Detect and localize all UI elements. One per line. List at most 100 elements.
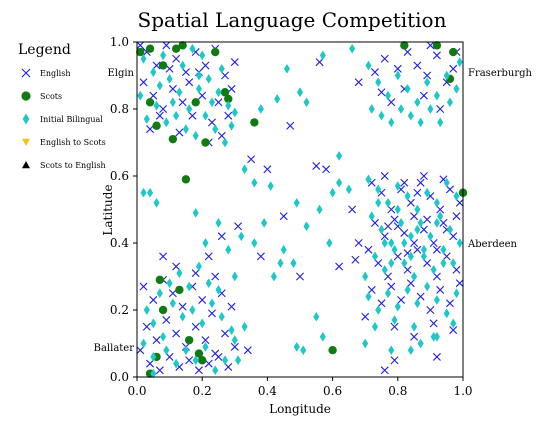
english-point — [400, 178, 409, 187]
english-point — [221, 71, 230, 80]
english-point — [387, 98, 396, 107]
legend-marker — [22, 113, 30, 125]
axis-ticks: 0.0 0.2 0.4 0.6 0.8 1.0 0.0 0.2 0.4 0.6 0.8 1.0 — [110, 35, 473, 398]
initial-bilingual-point — [215, 285, 222, 295]
initial-bilingual-point — [205, 73, 212, 84]
english-point — [348, 205, 357, 214]
english-point — [410, 212, 419, 221]
english-point — [162, 41, 171, 50]
english-point — [432, 51, 441, 60]
initial-bilingual-point — [150, 368, 157, 379]
initial-bilingual-point — [215, 218, 222, 228]
scots-point — [155, 275, 165, 285]
english-point — [136, 41, 145, 50]
english-point — [172, 54, 181, 63]
english-point — [400, 228, 409, 237]
x-tick-label: 0.4 — [258, 384, 277, 398]
english-point — [168, 84, 177, 93]
english-point — [172, 262, 181, 271]
english-point — [224, 362, 233, 371]
initial-bilingual-point — [384, 90, 392, 101]
initial-bilingual-point — [199, 318, 206, 329]
english-point — [207, 118, 216, 127]
english-point — [149, 91, 158, 100]
english-point — [403, 265, 412, 274]
initial-bilingual-point — [319, 50, 326, 61]
english-point — [455, 279, 464, 288]
english-point — [168, 289, 177, 298]
initial-bilingual-point — [163, 345, 170, 356]
initial-bilingual-point — [427, 104, 434, 114]
initial-bilingual-point — [270, 271, 277, 282]
english-point — [152, 336, 161, 345]
initial-bilingual-point — [378, 110, 385, 121]
english-point — [406, 279, 415, 288]
english-point — [413, 61, 422, 70]
city-label: Ballater — [94, 343, 135, 354]
initial-bilingual-point — [169, 97, 176, 108]
city-annotations: Elgin Fraserburgh Aberdeen Ballater — [94, 68, 533, 354]
english-point — [384, 272, 393, 281]
x-tick-label: 0.2 — [193, 384, 212, 398]
initial-bilingual-point — [182, 345, 189, 356]
english-point — [181, 68, 190, 77]
initial-bilingual-point — [407, 345, 414, 356]
initial-bilingual-point — [303, 97, 310, 108]
initial-bilingual-point — [319, 331, 326, 342]
english-point — [419, 91, 428, 100]
english-point — [224, 111, 233, 120]
initial-bilingual-point — [375, 77, 382, 88]
scots-point — [158, 61, 168, 70]
english-point — [315, 58, 324, 67]
initial-bilingual-point — [231, 335, 238, 346]
english-point — [445, 299, 454, 308]
english-point — [165, 64, 174, 73]
initial-bilingual-point — [218, 63, 225, 74]
initial-bilingual-point — [202, 238, 209, 248]
initial-bilingual-point — [375, 305, 382, 315]
initial-bilingual-point — [251, 238, 258, 248]
initial-bilingual-point — [225, 100, 232, 111]
initial-bilingual-point — [205, 278, 212, 289]
scots-point — [220, 88, 230, 97]
english-point — [423, 71, 432, 80]
initial-bilingual-point — [401, 258, 408, 268]
english-point — [354, 78, 363, 87]
english-point — [423, 215, 432, 224]
initial-bilingual-point — [407, 251, 414, 262]
initial-bilingual-point — [336, 151, 343, 161]
english-point — [374, 259, 383, 268]
legend-title: Legend — [18, 42, 71, 58]
initial-bilingual-point — [238, 231, 245, 242]
english-point — [429, 239, 438, 247]
english-point — [162, 316, 171, 325]
legend-label: English — [40, 69, 71, 78]
initial-bilingual-point — [446, 224, 454, 235]
initial-bilingual-point — [176, 268, 183, 279]
english-point — [296, 272, 304, 281]
scots-point — [152, 121, 161, 130]
x-axis-label: Longitude — [269, 402, 331, 416]
initial-bilingual-point — [456, 238, 463, 248]
initial-bilingual-point — [417, 218, 424, 228]
english-point — [436, 285, 445, 294]
initial-bilingual-point — [443, 177, 450, 188]
initial-bilingual-point — [420, 251, 427, 262]
initial-bilingual-point — [160, 331, 167, 342]
initial-bilingual-point — [231, 271, 238, 282]
legend-label: Scots to English — [40, 161, 106, 170]
initial-bilingual-point — [430, 331, 437, 342]
initial-bilingual-point — [414, 204, 421, 215]
english-point — [370, 218, 379, 227]
initial-bilingual-point — [290, 258, 297, 268]
initial-bilingual-point — [388, 345, 395, 356]
english-point — [442, 252, 451, 261]
scots-point — [194, 349, 204, 358]
initial-bilingual-point — [362, 271, 369, 282]
english-point — [152, 61, 161, 70]
initial-bilingual-point — [440, 258, 447, 268]
initial-bilingual-point — [215, 87, 222, 98]
initial-bilingual-point — [280, 244, 287, 255]
initial-bilingual-point — [277, 258, 284, 268]
